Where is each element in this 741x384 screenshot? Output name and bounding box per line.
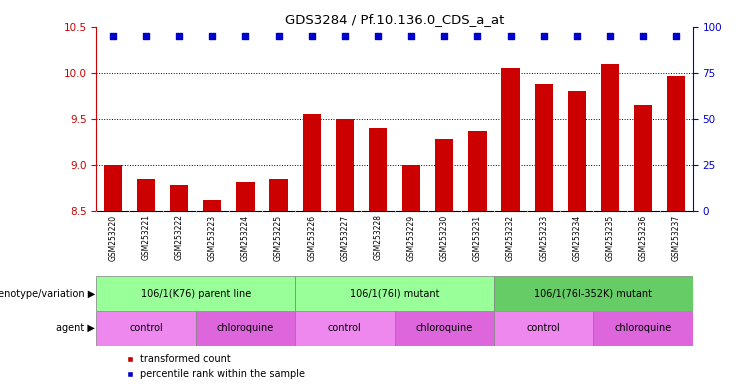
Point — [671, 33, 682, 39]
Bar — [137, 179, 155, 211]
Text: GSM253228: GSM253228 — [373, 214, 382, 260]
Text: GSM253236: GSM253236 — [639, 214, 648, 261]
Text: GSM253237: GSM253237 — [672, 214, 681, 261]
Text: genotype/variation ▶: genotype/variation ▶ — [0, 289, 96, 299]
Text: chloroquine: chloroquine — [416, 323, 473, 333]
Bar — [594, 311, 693, 346]
Point — [471, 33, 483, 39]
Point — [173, 33, 185, 39]
Text: GSM253232: GSM253232 — [506, 214, 515, 261]
Bar — [435, 139, 453, 211]
Text: 106/1(K76) parent line: 106/1(K76) parent line — [141, 289, 251, 299]
Text: GSM253229: GSM253229 — [407, 214, 416, 261]
Text: control: control — [527, 323, 561, 333]
Text: GSM253231: GSM253231 — [473, 214, 482, 261]
Point — [405, 33, 417, 39]
Bar — [96, 276, 295, 311]
Bar — [502, 68, 519, 211]
Point — [339, 33, 350, 39]
Point — [505, 33, 516, 39]
Bar — [395, 311, 494, 346]
Text: GSM253222: GSM253222 — [175, 214, 184, 260]
Text: GSM253225: GSM253225 — [274, 214, 283, 261]
Bar — [494, 311, 594, 346]
Point — [107, 33, 119, 39]
Text: control: control — [129, 323, 163, 333]
Bar — [534, 84, 553, 211]
Legend: transformed count, percentile rank within the sample: transformed count, percentile rank withi… — [122, 351, 309, 383]
Bar — [104, 165, 122, 211]
Text: chloroquine: chloroquine — [614, 323, 672, 333]
Point — [604, 33, 616, 39]
Point — [239, 33, 251, 39]
Point — [571, 33, 582, 39]
Bar — [170, 185, 188, 211]
Bar — [667, 76, 685, 211]
Text: GSM253233: GSM253233 — [539, 214, 548, 261]
Point — [372, 33, 384, 39]
Text: GSM253226: GSM253226 — [308, 214, 316, 261]
Point — [538, 33, 550, 39]
Bar — [295, 311, 395, 346]
Bar — [302, 114, 321, 211]
Text: 106/1(76I) mutant: 106/1(76I) mutant — [350, 289, 439, 299]
Bar — [634, 105, 652, 211]
Text: GSM253224: GSM253224 — [241, 214, 250, 261]
Text: GSM253221: GSM253221 — [142, 214, 150, 260]
Bar — [568, 91, 586, 211]
Point — [207, 33, 219, 39]
Text: GSM253220: GSM253220 — [108, 214, 117, 261]
Text: GSM253230: GSM253230 — [440, 214, 449, 261]
Title: GDS3284 / Pf.10.136.0_CDS_a_at: GDS3284 / Pf.10.136.0_CDS_a_at — [285, 13, 505, 26]
Point — [306, 33, 318, 39]
Bar — [203, 200, 222, 211]
Bar — [468, 131, 487, 211]
Bar — [236, 182, 255, 211]
Text: agent ▶: agent ▶ — [56, 323, 96, 333]
Text: 106/1(76I-352K) mutant: 106/1(76I-352K) mutant — [534, 289, 652, 299]
Bar — [402, 165, 420, 211]
Point — [140, 33, 152, 39]
Bar — [270, 179, 288, 211]
Text: GSM253234: GSM253234 — [572, 214, 582, 261]
Text: GSM253223: GSM253223 — [207, 214, 217, 261]
Text: control: control — [328, 323, 362, 333]
Bar — [196, 311, 295, 346]
Point — [439, 33, 451, 39]
Text: chloroquine: chloroquine — [217, 323, 274, 333]
Bar — [295, 276, 494, 311]
Point — [637, 33, 649, 39]
Point — [273, 33, 285, 39]
Bar — [336, 119, 354, 211]
Text: GSM253235: GSM253235 — [605, 214, 614, 261]
Bar — [369, 128, 387, 211]
Bar — [494, 276, 693, 311]
Bar — [601, 64, 619, 211]
Text: GSM253227: GSM253227 — [340, 214, 349, 261]
Bar — [96, 311, 196, 346]
